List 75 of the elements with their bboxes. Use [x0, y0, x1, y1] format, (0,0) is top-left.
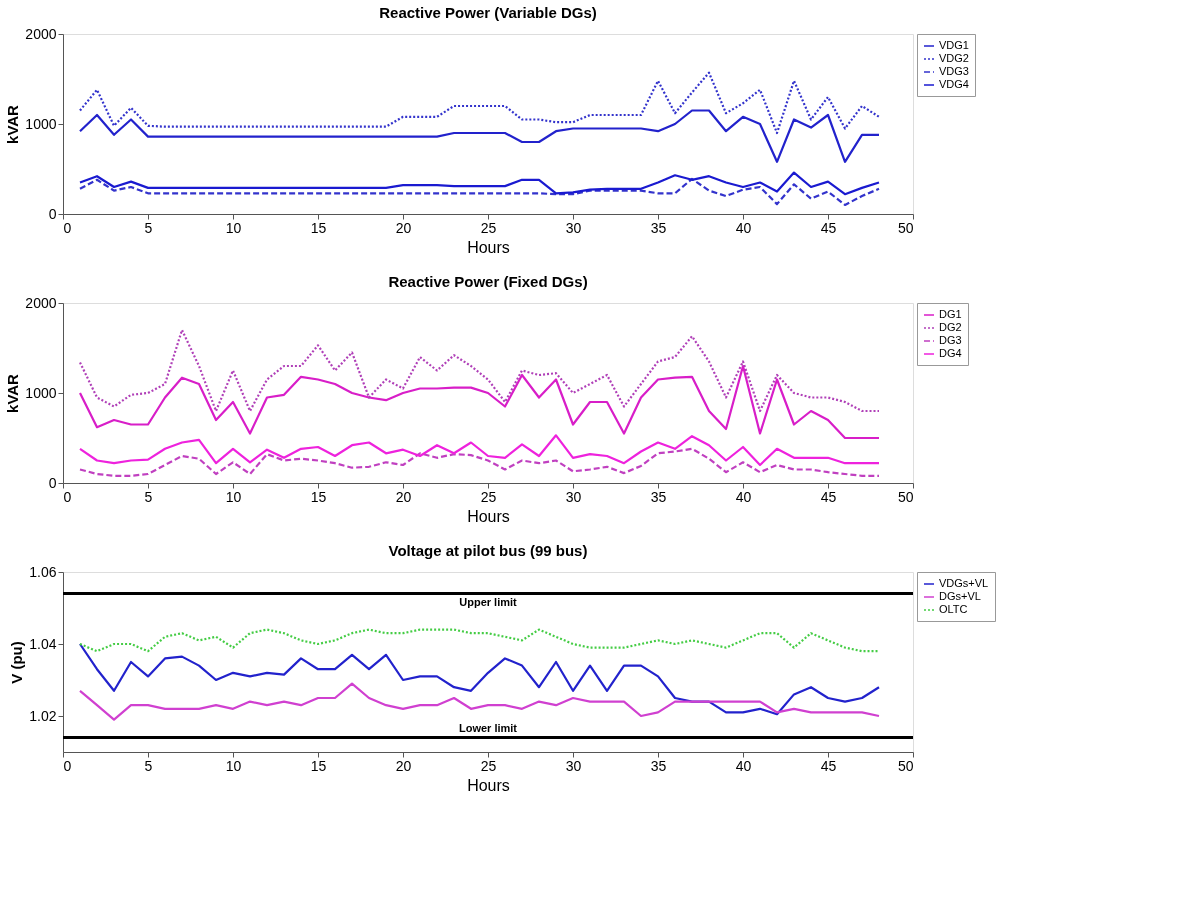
- x-tick-label: 20: [395, 757, 412, 774]
- x-tick-label: 25: [480, 488, 497, 505]
- line-series: [78, 71, 881, 135]
- y-tick-label: 1.06: [29, 563, 57, 580]
- y-tick-label: 0: [48, 474, 57, 491]
- x-tick-label: 15: [310, 757, 327, 774]
- line-series: [78, 364, 881, 440]
- x-tick-label: 45: [820, 488, 837, 505]
- x-tick-label: 40: [735, 757, 752, 774]
- y-axis-title: V (pu): [8, 641, 26, 684]
- legend-label: VDG3: [939, 65, 969, 77]
- x-tick-label: 35: [650, 757, 667, 774]
- legend-label: VDG2: [939, 52, 969, 64]
- legend-label: VDGs+VL: [939, 577, 989, 589]
- x-tick-label: 10: [225, 757, 242, 774]
- x-tick-label: 35: [650, 488, 667, 505]
- x-tick-label: 5: [144, 488, 153, 505]
- y-tick-label: 1000: [25, 115, 57, 132]
- legend-label: DG4: [939, 347, 962, 359]
- line-series: [78, 328, 881, 413]
- x-tick-label: 10: [225, 488, 242, 505]
- line-series: [78, 434, 881, 467]
- x-tick-label: 15: [310, 219, 327, 236]
- line-series: [78, 109, 881, 163]
- legend-label: DGs+VL: [939, 590, 981, 602]
- x-axis-title: Hours: [467, 776, 510, 794]
- x-tick-label: 50: [897, 219, 914, 236]
- x-tick-label: 20: [395, 488, 412, 505]
- x-tick-label: 30: [565, 757, 582, 774]
- x-tick-label: 25: [480, 219, 497, 236]
- legend-label: OLTC: [939, 603, 968, 615]
- x-tick-label: 30: [565, 219, 582, 236]
- line-series: [78, 171, 881, 196]
- x-tick-label: 5: [144, 757, 153, 774]
- x-tick-label: 50: [897, 757, 914, 774]
- ref-line-label: Upper limit: [459, 595, 518, 608]
- y-tick-label: 0: [48, 205, 57, 222]
- x-tick-label: 0: [63, 219, 72, 236]
- y-tick-label: 2000: [25, 25, 57, 42]
- x-tick-label: 0: [63, 757, 72, 774]
- x-axis-title: Hours: [467, 507, 510, 525]
- x-tick-label: 0: [63, 488, 72, 505]
- line-series: [78, 682, 881, 721]
- y-tick-label: 2000: [25, 294, 57, 311]
- x-tick-label: 40: [735, 219, 752, 236]
- legend-label: VDG1: [939, 39, 969, 51]
- line-series: [78, 447, 881, 477]
- ref-line-label: Lower limit: [458, 721, 518, 734]
- x-tick-label: 30: [565, 488, 582, 505]
- x-tick-label: 10: [225, 219, 242, 236]
- x-tick-label: 45: [820, 219, 837, 236]
- chart-title: Reactive Power (Fixed DGs): [388, 273, 588, 290]
- y-axis-title: kVAR: [4, 104, 22, 144]
- legend-label: DG3: [939, 334, 962, 346]
- chart-title: Reactive Power (Variable DGs): [379, 4, 597, 21]
- chart-title: Voltage at pilot bus (99 bus): [388, 542, 588, 559]
- line-series: [78, 177, 881, 207]
- x-tick-label: 5: [144, 219, 153, 236]
- legend-label: DG1: [939, 308, 962, 320]
- line-series: [78, 628, 881, 653]
- x-tick-label: 25: [480, 757, 497, 774]
- line-series: [78, 642, 881, 716]
- y-tick-label: 1000: [25, 384, 57, 401]
- y-tick-label: 1.04: [29, 635, 57, 652]
- x-tick-label: 35: [650, 219, 667, 236]
- x-tick-label: 40: [735, 488, 752, 505]
- legend-label: DG2: [939, 321, 962, 333]
- x-tick-label: 50: [897, 488, 914, 505]
- legend-label: VDG4: [939, 78, 969, 90]
- x-axis-title: Hours: [467, 238, 510, 256]
- y-axis-title: kVAR: [4, 373, 22, 413]
- x-tick-label: 15: [310, 488, 327, 505]
- x-tick-label: 45: [820, 757, 837, 774]
- x-tick-label: 20: [395, 219, 412, 236]
- y-tick-label: 1.02: [29, 707, 57, 724]
